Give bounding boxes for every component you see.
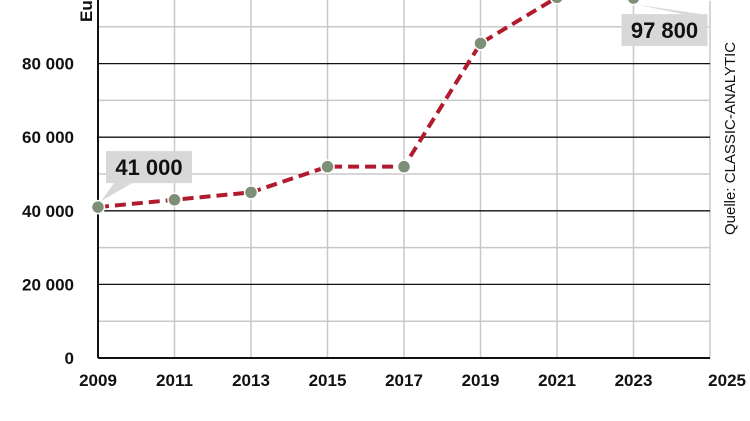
y-tick-label: 20 000 xyxy=(22,275,74,294)
x-tick-label: 2013 xyxy=(232,371,270,390)
y-tick-label: 60 000 xyxy=(22,128,74,147)
minor-grid xyxy=(97,0,711,358)
data-point xyxy=(626,0,641,6)
data-point xyxy=(396,159,412,174)
y-tick-label: 40 000 xyxy=(22,202,74,221)
x-tick-labels: 2009 2011 2013 2015 2017 2019 2021 2023 2025 xyxy=(79,371,746,390)
callout-box xyxy=(106,151,192,184)
y-tick-label: 80 000 xyxy=(22,55,74,74)
callout-pointer xyxy=(633,4,702,15)
series-layer xyxy=(90,0,714,215)
callout-box xyxy=(621,14,708,47)
callout: 41 000 xyxy=(101,151,192,202)
y-axis-label: Eu xyxy=(77,0,96,22)
data-point xyxy=(243,185,259,200)
data-point xyxy=(473,36,488,51)
axes xyxy=(97,0,710,359)
annotations-layer: 41 000 97 800 xyxy=(101,4,708,202)
callout-pointer xyxy=(101,183,132,202)
x-tick-label: 2023 xyxy=(615,371,653,390)
data-point xyxy=(320,159,335,174)
major-grid xyxy=(98,62,710,286)
data-point xyxy=(550,0,564,5)
x-tick-label: 2009 xyxy=(79,371,117,390)
x-tick-label: 2017 xyxy=(385,371,423,390)
x-tick-label: 2025 xyxy=(708,371,746,390)
x-tick-label: 2015 xyxy=(309,371,347,390)
data-point xyxy=(167,192,182,208)
x-tick-label: 2011 xyxy=(156,371,193,390)
x-tick-label: 2021 xyxy=(538,371,576,390)
y-tick-label: 0 xyxy=(65,349,74,368)
data-point xyxy=(90,199,106,215)
source-note: Quelle: CLASSIC-ANALYTIC xyxy=(722,42,739,235)
callout: 97 800 xyxy=(621,4,708,47)
callout-label: 97 800 xyxy=(631,18,698,43)
x-tick-label: 2019 xyxy=(462,371,500,390)
callout-label: 41 000 xyxy=(115,155,182,180)
